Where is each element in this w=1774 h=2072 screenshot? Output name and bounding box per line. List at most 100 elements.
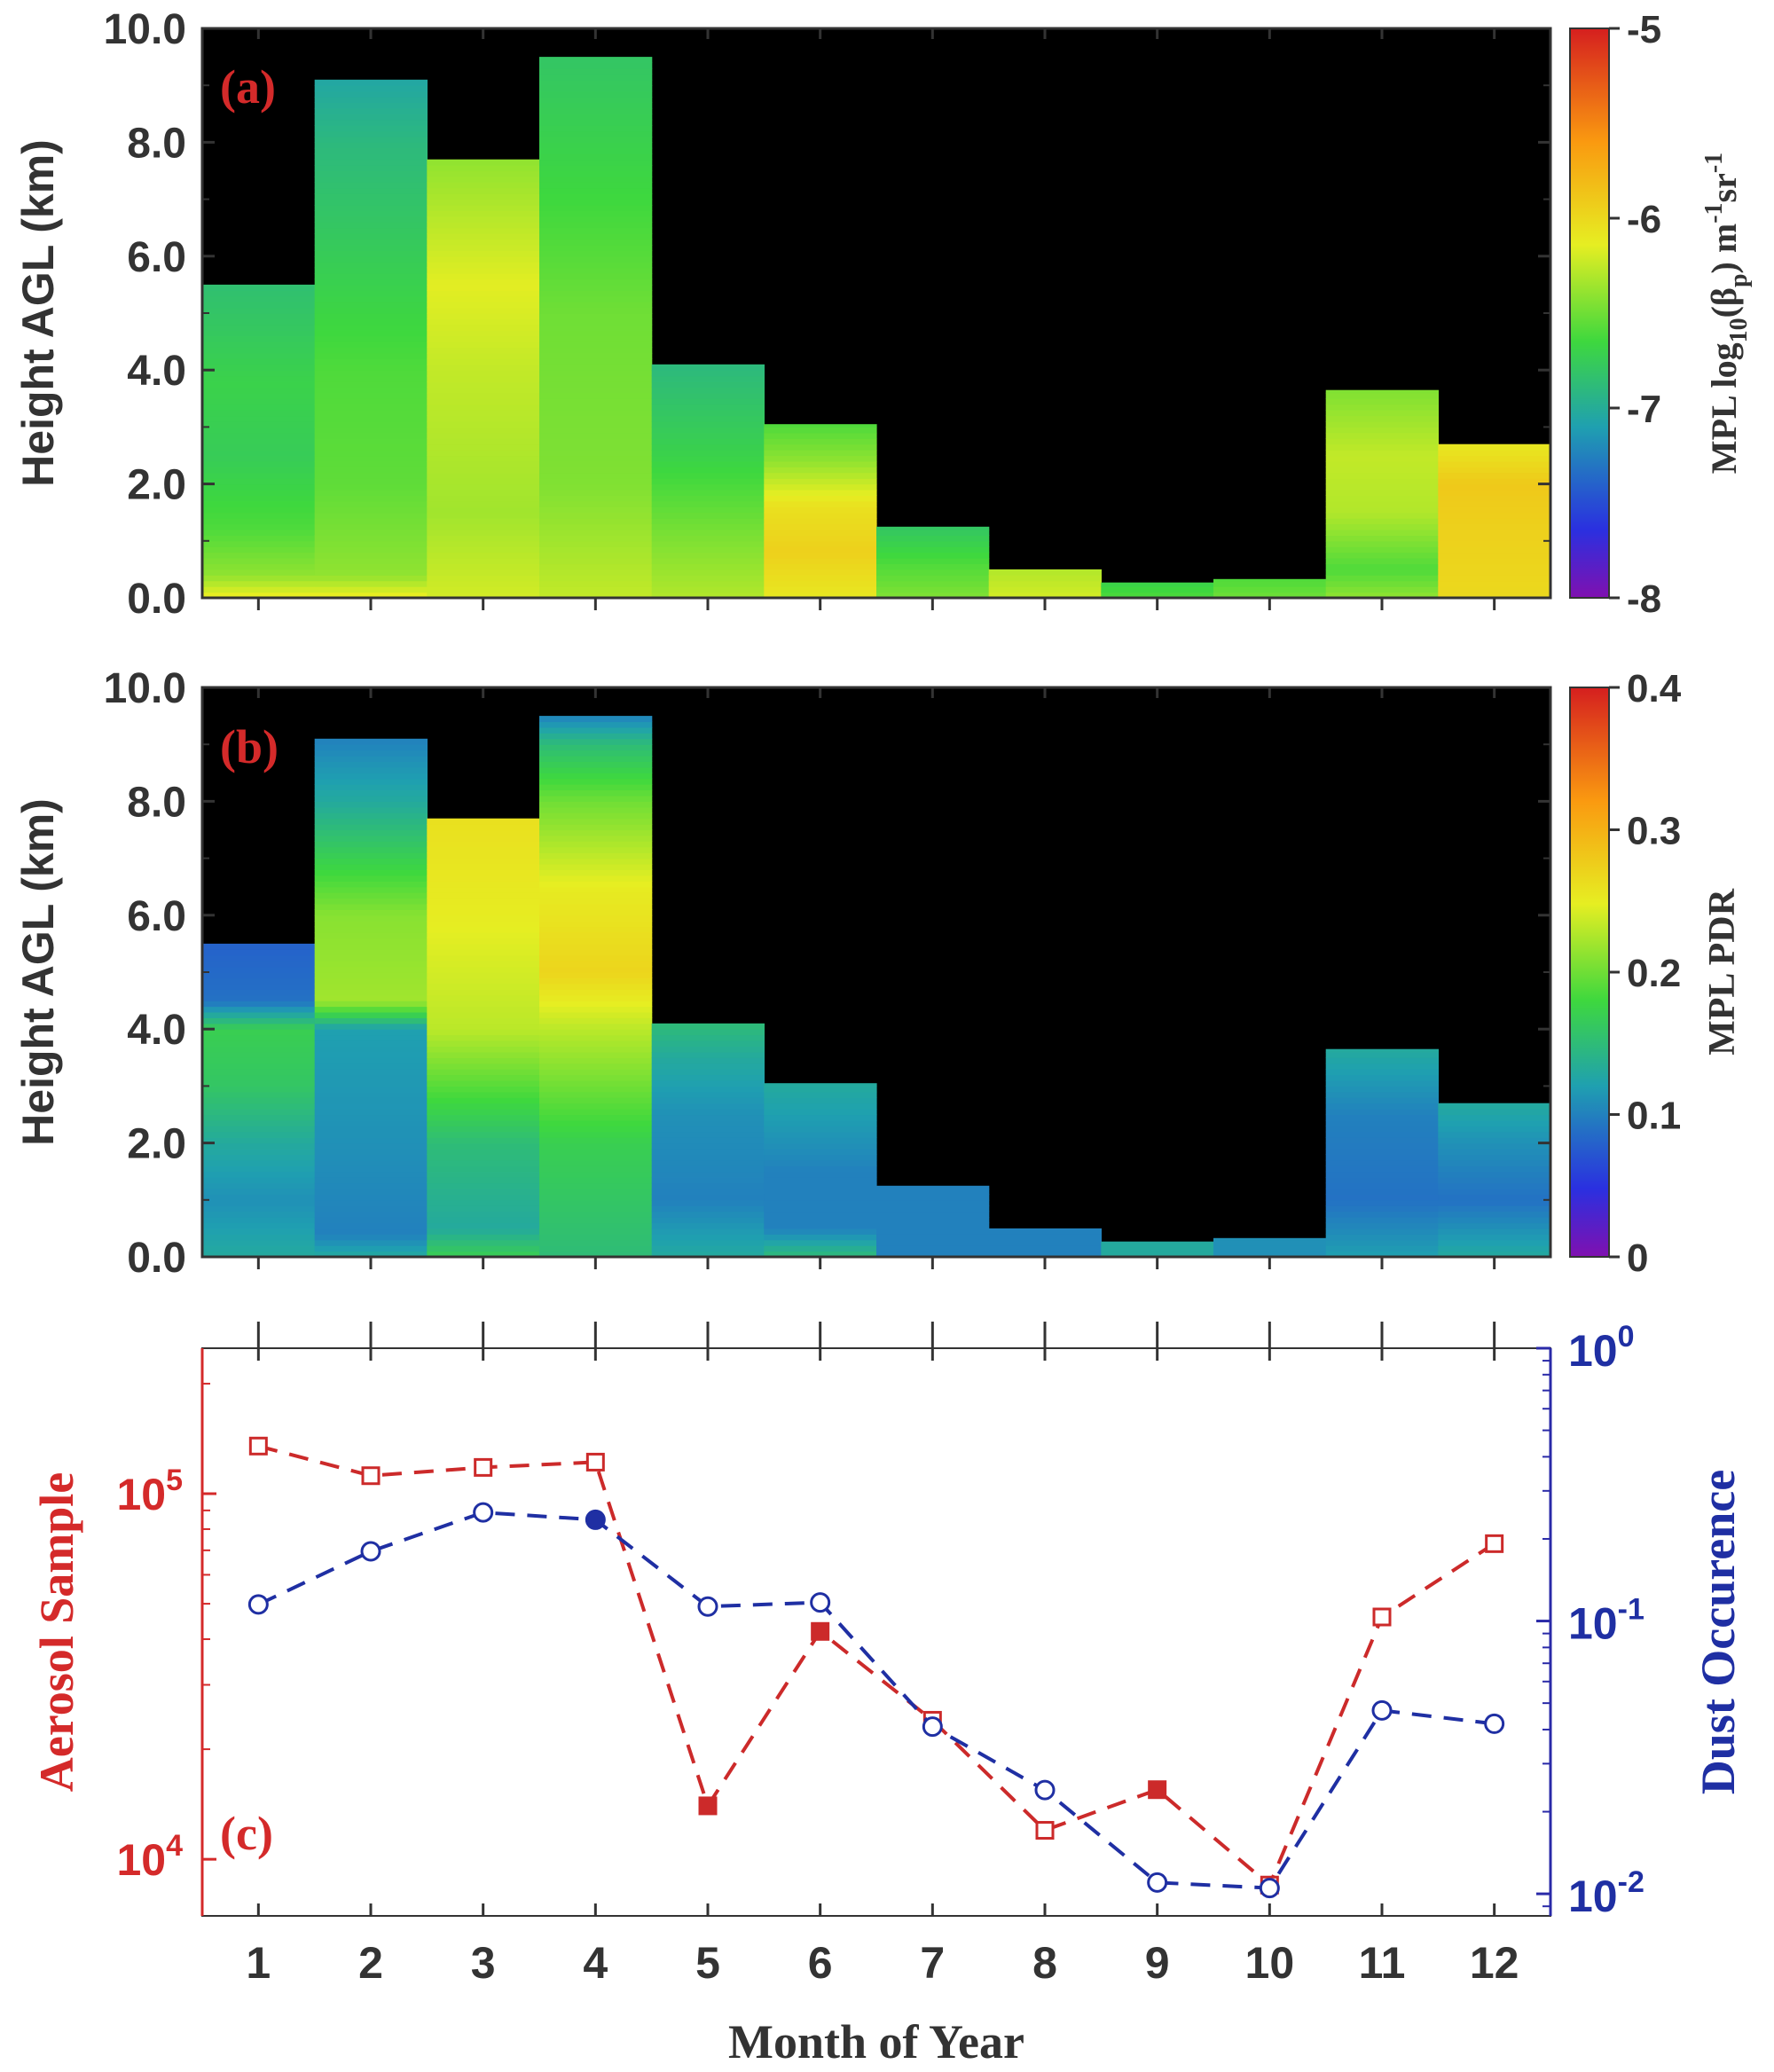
heatmap-cell bbox=[314, 295, 428, 302]
heatmap-cell bbox=[764, 483, 877, 491]
heatmap-cell bbox=[427, 1063, 540, 1070]
heatmap-cell bbox=[427, 364, 540, 371]
heatmap-cell bbox=[314, 1177, 428, 1184]
heatmap-cell bbox=[427, 483, 540, 491]
heatmap-cell bbox=[1438, 1205, 1551, 1213]
heatmap-cell bbox=[764, 455, 877, 462]
heatmap-cell bbox=[314, 410, 428, 417]
heatmap-cell bbox=[202, 1057, 316, 1064]
heatmap-cell bbox=[427, 443, 540, 451]
heatmap-cell bbox=[539, 761, 653, 768]
heatmap-cell bbox=[202, 575, 316, 582]
heatmap-cell bbox=[1325, 404, 1439, 411]
heatmap-cell bbox=[876, 592, 990, 599]
dust-occurence-point bbox=[1034, 1779, 1056, 1801]
heatmap-cell bbox=[651, 1074, 765, 1081]
heatmap-cell bbox=[202, 307, 316, 314]
x-tick-label: 12 bbox=[1470, 1938, 1519, 1988]
heatmap-cell bbox=[651, 490, 765, 496]
heatmap-cell bbox=[427, 852, 540, 859]
heatmap-cell bbox=[651, 1029, 765, 1036]
heatmap-cell bbox=[202, 375, 316, 382]
heatmap-cell bbox=[539, 766, 653, 773]
heatmap-cell bbox=[427, 1199, 540, 1206]
heatmap-cell bbox=[314, 972, 428, 978]
heatmap-cell bbox=[314, 812, 428, 820]
heatmap-cell bbox=[764, 432, 877, 439]
heatmap-cell bbox=[202, 558, 316, 565]
heatmap-cell bbox=[202, 949, 316, 956]
heatmap-cell bbox=[539, 829, 653, 836]
colorbar-tick-label: -8 bbox=[1627, 577, 1661, 621]
heatmap-cell bbox=[427, 1034, 540, 1041]
heatmap-cell bbox=[651, 1142, 765, 1150]
heatmap-cell bbox=[314, 347, 428, 354]
heatmap-cell bbox=[427, 182, 540, 189]
heatmap-cell bbox=[314, 370, 428, 377]
heatmap-cell bbox=[314, 1199, 428, 1206]
heatmap-cell bbox=[202, 1159, 316, 1166]
heatmap-cell bbox=[314, 427, 428, 434]
heatmap-cell bbox=[1325, 1222, 1439, 1229]
heatmap-cell bbox=[314, 478, 428, 485]
heatmap-cell bbox=[539, 318, 653, 326]
heatmap-cell bbox=[427, 869, 540, 876]
heatmap-cell bbox=[427, 938, 540, 945]
heatmap-cell bbox=[764, 523, 877, 530]
heatmap-cell bbox=[539, 67, 653, 75]
heatmap-cell bbox=[539, 875, 653, 882]
heatmap-cell bbox=[202, 1069, 316, 1076]
heatmap-cell bbox=[539, 904, 653, 910]
colorbar-b-label: MPL PDR bbox=[1702, 888, 1743, 1055]
heatmap-cell bbox=[314, 443, 428, 451]
heatmap-cell bbox=[314, 245, 428, 251]
heatmap-cell bbox=[427, 546, 540, 553]
heatmap-cell bbox=[427, 335, 540, 342]
heatmap-cell bbox=[1325, 1205, 1439, 1213]
heatmap-cell bbox=[314, 404, 428, 411]
panel-a-ticks: 0.0 2.0 4.0 6.0 8.0 10.0 bbox=[104, 6, 1550, 623]
heatmap-cell bbox=[1325, 1048, 1439, 1053]
heatmap-cell bbox=[1325, 467, 1439, 474]
heatmap-cell bbox=[427, 1159, 540, 1166]
heatmap-cell bbox=[314, 875, 428, 882]
heatmap-cell bbox=[539, 62, 653, 69]
colorbar-tick-label: 0.2 bbox=[1627, 952, 1681, 995]
heatmap-cell bbox=[427, 1029, 540, 1036]
heatmap-cell bbox=[651, 592, 765, 599]
heatmap-cell bbox=[427, 592, 540, 599]
heatmap-cell bbox=[539, 279, 653, 286]
heatmap-cell bbox=[202, 580, 316, 587]
panel-b-ticks: 0.0 2.0 4.0 6.0 8.0 10.0 bbox=[104, 665, 1550, 1282]
heatmap-cell bbox=[1438, 1251, 1551, 1258]
heatmap-cell bbox=[539, 147, 653, 154]
heatmap-cell bbox=[539, 756, 653, 762]
heatmap-cell bbox=[202, 302, 316, 309]
heatmap-cell bbox=[539, 824, 653, 831]
heatmap-cell bbox=[764, 467, 877, 474]
heatmap-cell bbox=[1438, 546, 1551, 553]
heatmap-cell bbox=[427, 932, 540, 939]
heatmap-cell bbox=[764, 1171, 877, 1178]
heatmap-cell bbox=[314, 881, 428, 888]
heatmap-cell bbox=[202, 313, 316, 319]
heatmap-cell bbox=[539, 949, 653, 956]
heatmap-cell bbox=[1438, 1137, 1551, 1144]
heatmap-cell bbox=[202, 512, 316, 519]
heatmap-cell bbox=[539, 170, 653, 177]
heatmap-cell bbox=[427, 495, 540, 502]
heatmap-cell bbox=[427, 1103, 540, 1110]
heatmap-cell bbox=[314, 1080, 428, 1087]
y-tick-label: 4.0 bbox=[127, 1007, 186, 1054]
heatmap-cell bbox=[764, 1086, 877, 1093]
heatmap-cell bbox=[202, 506, 316, 514]
heatmap-cell bbox=[764, 1091, 877, 1098]
heatmap-cell bbox=[539, 273, 653, 280]
heatmap-cell bbox=[651, 569, 765, 576]
heatmap-cell bbox=[764, 1182, 877, 1189]
heatmap-cell bbox=[427, 432, 540, 439]
heatmap-cell bbox=[202, 1006, 316, 1013]
heatmap-cell bbox=[202, 1194, 316, 1201]
